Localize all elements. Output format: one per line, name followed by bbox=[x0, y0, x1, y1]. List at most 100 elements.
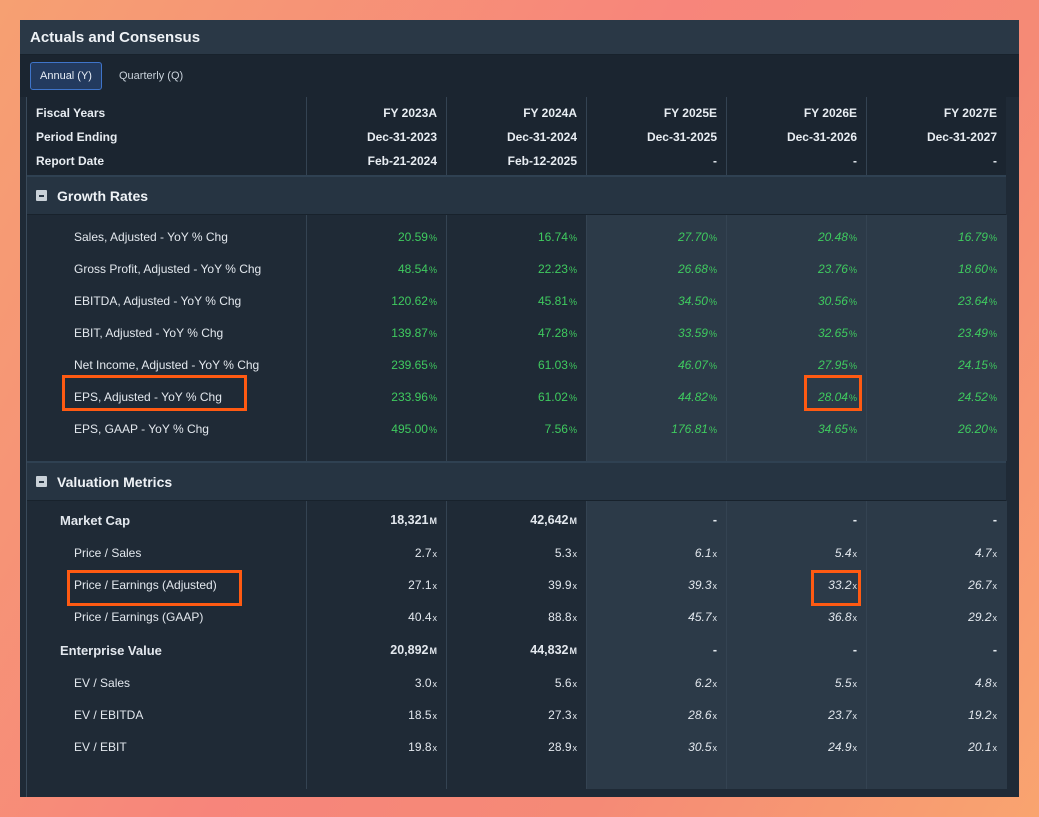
metric-value: 7.56% bbox=[446, 422, 586, 436]
value-text: 19.8 bbox=[408, 740, 432, 754]
metric-value: 20,892M bbox=[306, 643, 446, 657]
unit-suffix: M bbox=[569, 646, 578, 656]
value-text: 23.7 bbox=[828, 708, 852, 722]
value-text: 42,642 bbox=[530, 513, 569, 527]
tab-annual[interactable]: Annual (Y) bbox=[30, 62, 102, 90]
metric-value: 48.54% bbox=[306, 262, 446, 276]
metric-value: 28.6x bbox=[586, 708, 726, 722]
unit-suffix: x bbox=[712, 549, 718, 559]
value-text: 16.74 bbox=[537, 230, 568, 244]
value-text: 20.59 bbox=[397, 230, 428, 244]
column-divider bbox=[726, 215, 727, 461]
metric-label: Enterprise Value bbox=[60, 642, 162, 658]
unit-suffix: % bbox=[428, 297, 437, 307]
metric-value: 120.62% bbox=[306, 294, 446, 308]
metric-row: Price / Sales 2.7x 5.3x 6.1x 5.4x 4.7x bbox=[27, 537, 1006, 569]
metric-value: 30.56% bbox=[726, 294, 866, 308]
metric-value: 34.65% bbox=[726, 422, 866, 436]
value-text: 30.56 bbox=[817, 294, 848, 308]
unit-suffix: % bbox=[708, 233, 717, 243]
unit-suffix: x bbox=[712, 679, 718, 689]
unit-suffix: % bbox=[568, 393, 577, 403]
metric-row: Net Income, Adjusted - YoY % Chg 239.65% 6… bbox=[27, 349, 1006, 381]
estimate-columns-shade bbox=[586, 215, 1007, 461]
unit-suffix: % bbox=[848, 393, 857, 403]
metric-value: 44.82% bbox=[586, 390, 726, 404]
column-divider bbox=[866, 215, 867, 461]
metric-value: 176.81% bbox=[586, 422, 726, 436]
collapse-icon[interactable] bbox=[36, 476, 47, 487]
metric-value: 139.87% bbox=[306, 326, 446, 340]
section-growth-rates[interactable]: Growth Rates bbox=[27, 175, 1006, 215]
column-divider bbox=[446, 215, 447, 461]
unit-suffix: % bbox=[568, 265, 577, 275]
column-divider bbox=[726, 97, 727, 175]
metric-value: 45.81% bbox=[446, 294, 586, 308]
unit-suffix: x bbox=[432, 581, 438, 591]
section-valuation-metrics[interactable]: Valuation Metrics bbox=[27, 461, 1006, 501]
column-divider bbox=[446, 501, 447, 789]
value-text: 7.56 bbox=[544, 422, 568, 436]
metric-label: Gross Profit, Adjusted - YoY % Chg bbox=[74, 262, 262, 276]
unit-suffix: % bbox=[428, 393, 437, 403]
unit-suffix: % bbox=[568, 361, 577, 371]
value-text: 26.7 bbox=[968, 578, 992, 592]
metric-label: Price / Earnings (Adjusted) bbox=[74, 578, 217, 592]
unit-suffix: % bbox=[988, 393, 997, 403]
metric-value: 20.48% bbox=[726, 230, 866, 244]
value-text: 39.3 bbox=[688, 578, 712, 592]
value-text: - bbox=[992, 513, 997, 527]
metric-row: Enterprise Value 20,892M 44,832M - - - bbox=[27, 633, 1006, 667]
metric-value: 26.68% bbox=[586, 262, 726, 276]
growth-body: Sales, Adjusted - YoY % Chg 20.59% 16.74% 2… bbox=[27, 215, 1007, 461]
period-tabs: Annual (Y) Quarterly (Q) bbox=[20, 55, 1019, 97]
value-text: 34.50 bbox=[677, 294, 708, 308]
value-text: 20,892 bbox=[390, 643, 429, 657]
unit-suffix: % bbox=[708, 393, 717, 403]
metric-value: 23.49% bbox=[866, 326, 1006, 340]
value-text: 16.79 bbox=[957, 230, 988, 244]
unit-suffix: x bbox=[432, 743, 438, 753]
metric-value: 45.7x bbox=[586, 610, 726, 624]
collapse-icon[interactable] bbox=[36, 190, 47, 201]
value-text: 33.59 bbox=[677, 326, 708, 340]
unit-suffix: % bbox=[708, 425, 717, 435]
unit-suffix: % bbox=[988, 361, 997, 371]
unit-suffix: x bbox=[992, 711, 998, 721]
header-cell: FY 2027E bbox=[943, 106, 997, 120]
value-text: 6.1 bbox=[694, 546, 712, 560]
unit-suffix: % bbox=[988, 425, 997, 435]
value-text: 18.60 bbox=[957, 262, 988, 276]
value-text: 5.6 bbox=[554, 676, 572, 690]
column-divider bbox=[586, 97, 587, 175]
section-title: Growth Rates bbox=[57, 187, 149, 204]
column-divider bbox=[586, 215, 587, 461]
value-text: 28.6 bbox=[688, 708, 712, 722]
value-text: 61.03 bbox=[537, 358, 568, 372]
metric-value: 36.8x bbox=[726, 610, 866, 624]
unit-suffix: x bbox=[572, 613, 578, 623]
unit-suffix: x bbox=[572, 743, 578, 753]
column-divider bbox=[306, 501, 307, 789]
metric-value: - bbox=[866, 643, 1006, 657]
metric-value: 47.28% bbox=[446, 326, 586, 340]
metric-value: 24.15% bbox=[866, 358, 1006, 372]
value-text: - bbox=[852, 513, 857, 527]
metric-value: 46.07% bbox=[586, 358, 726, 372]
metric-value: 42,642M bbox=[446, 513, 586, 527]
metric-value: 495.00% bbox=[306, 422, 446, 436]
unit-suffix: % bbox=[428, 265, 437, 275]
unit-suffix: x bbox=[432, 679, 438, 689]
unit-suffix: x bbox=[712, 711, 718, 721]
unit-suffix: x bbox=[992, 581, 998, 591]
unit-suffix: % bbox=[848, 233, 857, 243]
metric-value: 2.7x bbox=[306, 546, 446, 560]
value-text: 27.3 bbox=[548, 708, 572, 722]
metric-value: 22.23% bbox=[446, 262, 586, 276]
value-text: 30.5 bbox=[688, 740, 712, 754]
value-text: 5.3 bbox=[554, 546, 572, 560]
metric-value: 23.7x bbox=[726, 708, 866, 722]
value-text: 23.76 bbox=[817, 262, 848, 276]
unit-suffix: x bbox=[432, 613, 438, 623]
tab-quarterly[interactable]: Quarterly (Q) bbox=[118, 70, 184, 82]
